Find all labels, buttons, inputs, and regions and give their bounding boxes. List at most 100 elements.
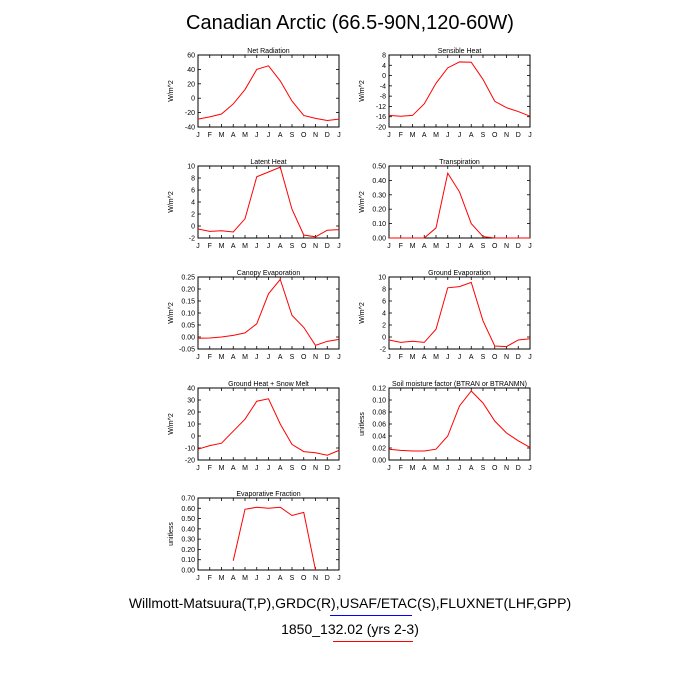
sensible-heat-ytick-label: 4 <box>382 63 386 70</box>
ground-evaporation-ytick-label: -2 <box>380 347 386 354</box>
soil-moisture-factor-btran-or-btranmn-xtick-label: J <box>446 465 450 472</box>
ground-evaporation-xtick-label: J <box>387 354 391 361</box>
sensible-heat-ytick-label: -4 <box>380 83 386 90</box>
net-radiation-xtick-label: A <box>278 132 283 139</box>
canopy-evaporation-series-line <box>197 278 340 347</box>
soil-moisture-factor-btran-or-btranmn-ytick-label: 0.00 <box>372 458 386 465</box>
net-radiation-xtick-label: J <box>196 132 200 139</box>
latent-heat-xtick-label: A <box>278 243 283 250</box>
evaporative-fraction-xtick-label: S <box>290 575 295 582</box>
ground-heat-snow-melt-xtick-label: O <box>301 465 307 472</box>
ground-heat-snow-melt-xtick-label: J <box>337 465 341 472</box>
ground-evaporation-xtick-label: S <box>481 354 486 361</box>
soil-moisture-factor-btran-or-btranmn-xtick-label: A <box>469 465 474 472</box>
net-radiation-xtick-label: S <box>290 132 295 139</box>
soil-moisture-factor-btran-or-btranmn-series-line <box>388 390 531 452</box>
net-radiation-xtick-label: M <box>219 132 225 139</box>
net-radiation-xtick-label: F <box>208 132 212 139</box>
evaporative-fraction-xtick-label: J <box>255 575 259 582</box>
ground-heat-snow-melt-xtick-label: N <box>313 465 318 472</box>
net-radiation-xtick-label: N <box>313 132 318 139</box>
soil-moisture-factor-btran-or-btranmn-title: Soil moisture factor (BTRAN or BTRANMN) <box>392 381 527 388</box>
sensible-heat-xtick-label: M <box>410 132 416 139</box>
ground-evaporation-xtick-label: M <box>410 354 416 361</box>
canopy-evaporation-ytick-label: -0.05 <box>179 347 195 354</box>
transpiration-xtick-label: J <box>458 243 462 250</box>
ground-heat-snow-melt-ytick-label: 0 <box>191 434 195 441</box>
sensible-heat-ytick-label: -12 <box>376 104 386 111</box>
evaporative-fraction-xtick-label: A <box>231 575 236 582</box>
ground-evaporation-ytick-label: 0 <box>382 335 386 342</box>
ground-heat-snow-melt-xtick-label: A <box>231 465 236 472</box>
canopy-evaporation-xtick-label: A <box>231 354 236 361</box>
evaporative-fraction-title: Evaporative Fraction <box>236 491 300 498</box>
sensible-heat-xtick-label: J <box>446 132 450 139</box>
evaporative-fraction-xtick-label: A <box>278 575 283 582</box>
ground-heat-snow-melt-xtick-label: D <box>325 465 330 472</box>
net-radiation-ylabel: W/m^2 <box>168 80 175 102</box>
soil-moisture-factor-btran-or-btranmn-ytick-label: 0.02 <box>372 446 386 453</box>
transpiration-xtick-label: A <box>469 243 474 250</box>
latent-heat-xtick-label: M <box>219 243 225 250</box>
latent-heat-xtick-label: J <box>267 243 271 250</box>
ground-heat-snow-melt-ytick-label: -20 <box>185 458 195 465</box>
canopy-evaporation-ytick-label: 0.20 <box>181 287 195 294</box>
transpiration-xtick-label: D <box>516 243 521 250</box>
ground-heat-snow-melt-xtick-label: J <box>196 465 200 472</box>
evaporative-fraction-plot-frame <box>197 497 340 571</box>
ground-evaporation-ytick-label: 6 <box>382 299 386 306</box>
transpiration-ytick-label: 0.40 <box>372 178 386 185</box>
latent-heat-title: Latent Heat <box>250 159 286 166</box>
canopy-evaporation-xtick-label: J <box>337 354 341 361</box>
latent-heat-ytick-label: -2 <box>189 236 195 243</box>
soil-moisture-factor-btran-or-btranmn-xtick-label: N <box>504 465 509 472</box>
net-radiation-ytick-label: -20 <box>185 110 195 117</box>
latent-heat-plot-frame <box>197 165 340 239</box>
ground-heat-snow-melt-xtick-label: J <box>267 465 271 472</box>
net-radiation-ytick-label: 0 <box>191 96 195 103</box>
ground-evaporation-plot-frame <box>388 276 531 350</box>
ground-heat-snow-melt-xtick-label: A <box>278 465 283 472</box>
latent-heat-ytick-label: 6 <box>191 188 195 195</box>
net-radiation-xtick-label: M <box>242 132 248 139</box>
latent-heat-ytick-label: 10 <box>187 164 195 171</box>
sensible-heat-ylabel: W/m^2 <box>359 80 366 102</box>
sensible-heat-title: Sensible Heat <box>438 48 482 55</box>
canopy-evaporation-ylabel: W/m^2 <box>168 302 175 324</box>
evaporative-fraction-ytick-label: 0.50 <box>181 516 195 523</box>
soil-moisture-factor-btran-or-btranmn-xtick-label: D <box>516 465 521 472</box>
ground-evaporation-ytick-label: 8 <box>382 287 386 294</box>
ground-heat-snow-melt-ytick-label: 30 <box>187 398 195 405</box>
net-radiation-xtick-label: J <box>337 132 341 139</box>
ground-heat-snow-melt-xtick-label: F <box>208 465 212 472</box>
transpiration-ytick-label: 0.10 <box>372 221 386 228</box>
evaporative-fraction-ytick-label: 0.10 <box>181 557 195 564</box>
sensible-heat-xtick-label: A <box>469 132 474 139</box>
transpiration-xtick-label: N <box>504 243 509 250</box>
transpiration-xtick-label: O <box>492 243 498 250</box>
ground-evaporation-xtick-label: F <box>399 354 403 361</box>
latent-heat-ytick-label: 0 <box>191 224 195 231</box>
sensible-heat-xtick-label: J <box>458 132 462 139</box>
latent-heat-xtick-label: D <box>325 243 330 250</box>
footer-case-name: 1850_132.02 (yrs 2-3) <box>281 621 419 637</box>
transpiration-xtick-label: M <box>410 243 416 250</box>
sensible-heat-xtick-label: S <box>481 132 486 139</box>
footer-data-sources: Willmott-Matsuura(T,P),GRDC(R),USAF/ETAC… <box>128 595 572 611</box>
latent-heat-xtick-label: J <box>255 243 259 250</box>
ground-evaporation-xtick-label: O <box>492 354 498 361</box>
ground-evaporation-xtick-label: M <box>433 354 439 361</box>
sensible-heat-ytick-label: -8 <box>380 94 386 101</box>
canopy-evaporation-ytick-label: 0.25 <box>181 275 195 282</box>
ground-heat-snow-melt-title: Ground Heat + Snow Melt <box>228 381 309 388</box>
ground-evaporation-ytick-label: 10 <box>378 275 386 282</box>
evaporative-fraction-ylabel: unitless <box>168 522 175 546</box>
canopy-evaporation-xtick-label: A <box>278 354 283 361</box>
transpiration-xtick-label: J <box>528 243 532 250</box>
soil-moisture-factor-btran-or-btranmn-xtick-label: F <box>399 465 403 472</box>
sensible-heat-ytick-label: 0 <box>382 73 386 80</box>
evaporative-fraction-ytick-label: 0.70 <box>181 496 195 503</box>
net-radiation-xtick-label: A <box>231 132 236 139</box>
evaporative-fraction-xtick-label: M <box>219 575 225 582</box>
